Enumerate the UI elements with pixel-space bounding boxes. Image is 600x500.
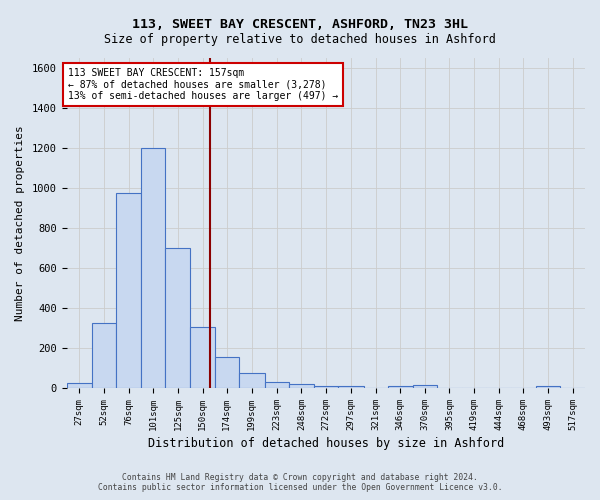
Bar <box>215 357 239 388</box>
X-axis label: Distribution of detached houses by size in Ashford: Distribution of detached houses by size … <box>148 437 504 450</box>
Bar <box>388 386 413 388</box>
Bar <box>536 386 560 388</box>
Text: Contains HM Land Registry data © Crown copyright and database right 2024.
Contai: Contains HM Land Registry data © Crown c… <box>98 473 502 492</box>
Bar <box>289 384 314 388</box>
Bar <box>116 192 141 388</box>
Bar <box>413 385 437 388</box>
Bar <box>67 383 92 388</box>
Bar <box>190 327 215 388</box>
Bar <box>314 386 338 388</box>
Y-axis label: Number of detached properties: Number of detached properties <box>15 125 25 320</box>
Text: 113 SWEET BAY CRESCENT: 157sqm
← 87% of detached houses are smaller (3,278)
13% : 113 SWEET BAY CRESCENT: 157sqm ← 87% of … <box>68 68 338 100</box>
Text: Size of property relative to detached houses in Ashford: Size of property relative to detached ho… <box>104 32 496 46</box>
Bar <box>265 382 289 388</box>
Bar <box>338 386 364 388</box>
Bar <box>166 248 190 388</box>
Text: 113, SWEET BAY CRESCENT, ASHFORD, TN23 3HL: 113, SWEET BAY CRESCENT, ASHFORD, TN23 3… <box>132 18 468 30</box>
Bar <box>141 148 166 388</box>
Bar <box>239 373 265 388</box>
Bar <box>92 323 116 388</box>
